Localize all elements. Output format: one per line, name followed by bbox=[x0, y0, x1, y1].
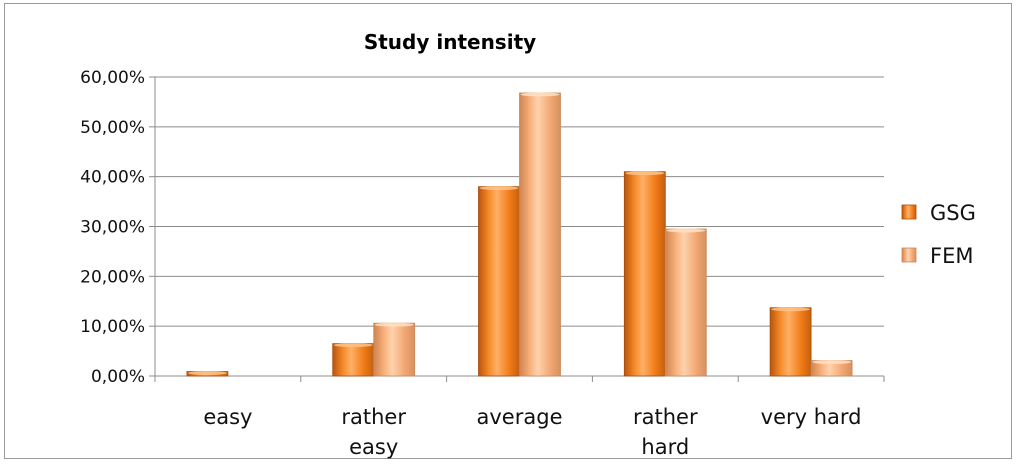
x-category-label: average bbox=[477, 405, 563, 429]
bar-fem-2 bbox=[519, 92, 561, 377]
bar-cap-gsg-3 bbox=[625, 171, 665, 176]
x-category-label: rather bbox=[341, 405, 406, 429]
y-tick-label: 10,00% bbox=[80, 317, 145, 337]
legend-label-fem: FEM bbox=[930, 244, 973, 268]
bar-cap-fem-3 bbox=[666, 228, 706, 233]
legend-swatch-fem bbox=[901, 247, 917, 263]
x-category-label: hard bbox=[641, 435, 689, 459]
bar-gsg-4 bbox=[769, 307, 812, 377]
bar-cap-gsg-4 bbox=[771, 307, 811, 312]
bar-cap-gsg-1 bbox=[333, 343, 373, 348]
x-category-label: rather bbox=[633, 405, 698, 429]
bar-cap-fem-4 bbox=[812, 360, 852, 365]
legend-label-gsg: GSG bbox=[930, 201, 976, 225]
y-tick-label: 20,00% bbox=[80, 267, 145, 287]
x-category-label: easy bbox=[203, 405, 252, 429]
x-category-label: easy bbox=[349, 435, 398, 459]
bar-cap-gsg-0 bbox=[187, 371, 227, 376]
bar-gsg-3 bbox=[623, 171, 666, 377]
x-category-label: very hard bbox=[761, 405, 862, 429]
legend-swatch-gsg bbox=[901, 204, 917, 220]
y-tick-label: 0,00% bbox=[91, 367, 145, 387]
y-tick-label: 30,00% bbox=[80, 218, 145, 238]
bar-cap-fem-1 bbox=[374, 322, 414, 327]
bar-fem-3 bbox=[664, 228, 707, 377]
y-tick-label: 40,00% bbox=[80, 168, 145, 188]
bar-gsg-2 bbox=[478, 186, 520, 377]
y-tick-label: 50,00% bbox=[80, 118, 145, 138]
bar-cap-gsg-2 bbox=[479, 186, 519, 191]
y-tick-label: 60,00% bbox=[80, 68, 145, 88]
chart-title: Study intensity bbox=[363, 30, 537, 54]
bar-fem-1 bbox=[373, 322, 416, 377]
bar-cap-fem-2 bbox=[520, 92, 560, 97]
bar-gsg-1 bbox=[332, 343, 375, 377]
